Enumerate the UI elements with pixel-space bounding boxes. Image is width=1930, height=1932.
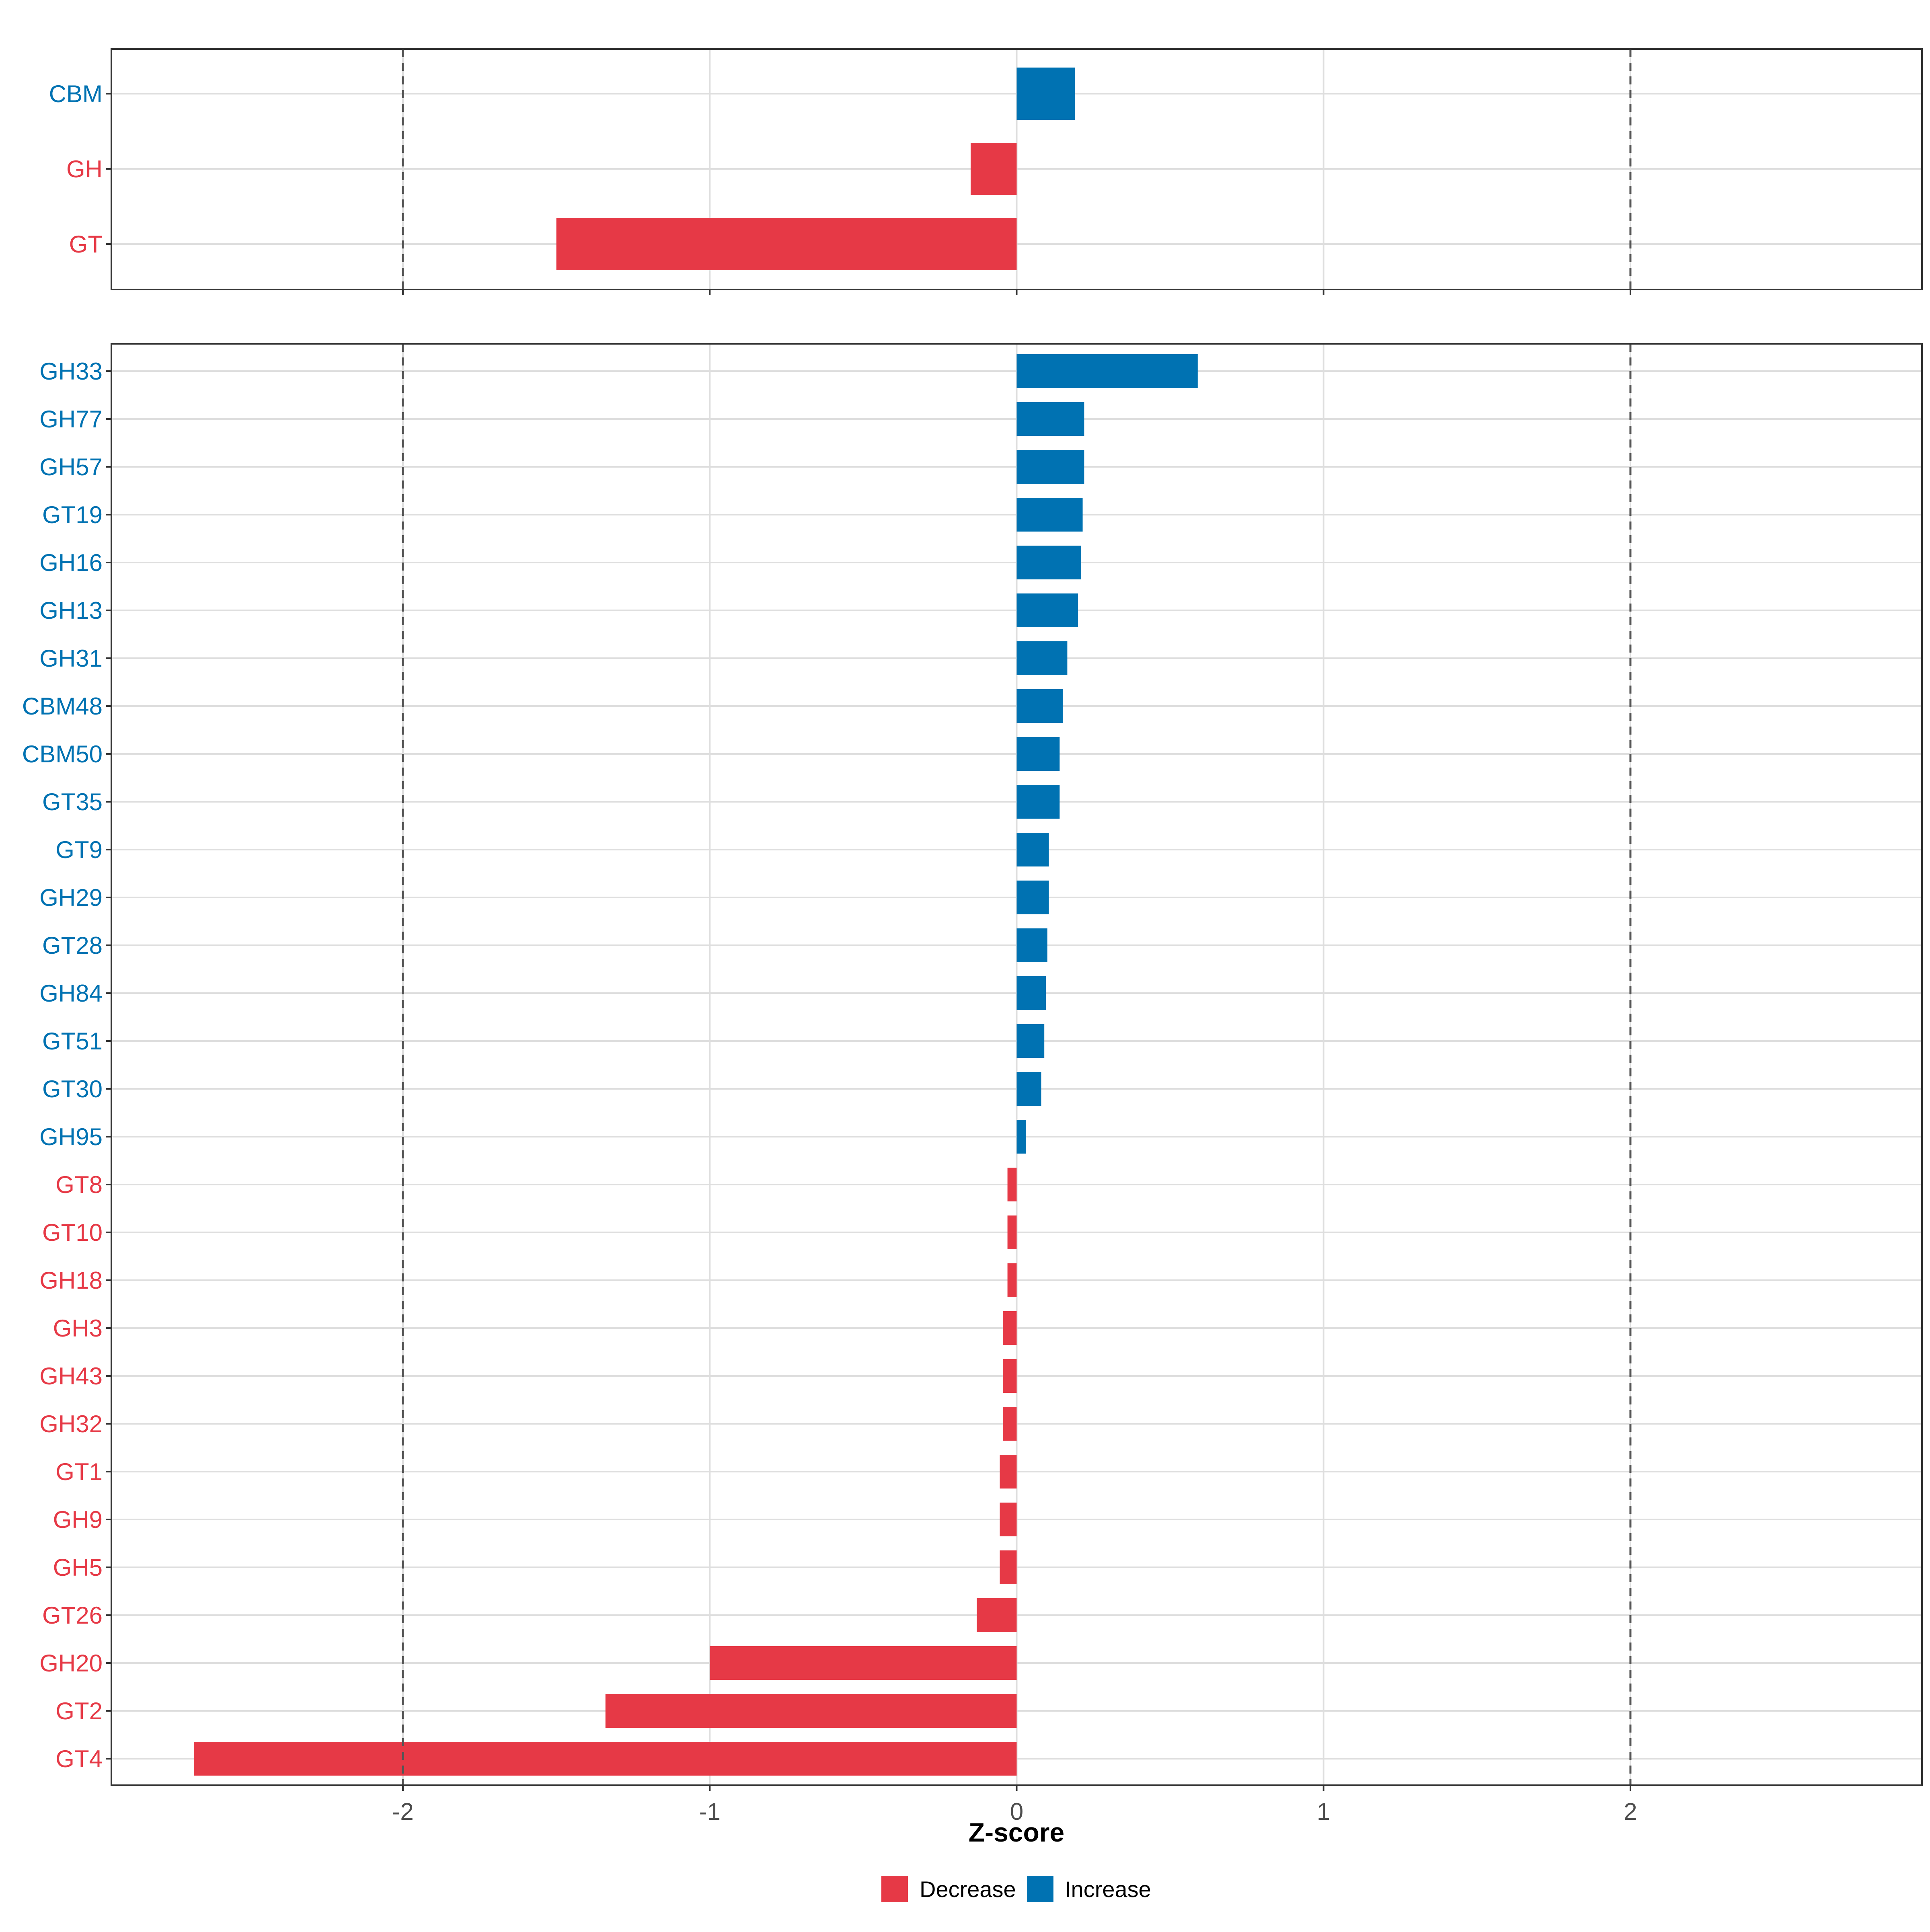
x-tick-label: -1: [699, 1798, 721, 1825]
category-label-gh31: GH31: [39, 645, 103, 672]
category-label-gt51: GT51: [42, 1028, 103, 1055]
category-label-gt9: GT9: [55, 836, 103, 863]
bar-gh33: [1016, 354, 1198, 388]
category-label-gt1: GT1: [55, 1458, 103, 1485]
bar-gh3: [1003, 1311, 1017, 1345]
legend: Decrease Increase: [881, 1876, 1151, 1902]
category-label-gh18: GH18: [39, 1267, 103, 1294]
category-label-gt26: GT26: [42, 1602, 103, 1629]
category-label-gt30: GT30: [42, 1076, 103, 1103]
x-tick-label: 1: [1317, 1798, 1330, 1825]
bar-gh20: [710, 1646, 1017, 1680]
x-tick-label: 0: [1010, 1798, 1023, 1825]
category-label-gt8: GT8: [55, 1171, 103, 1198]
bar-gt51: [1016, 1024, 1045, 1058]
category-label-gt10: GT10: [42, 1219, 103, 1246]
bar-gh95: [1016, 1120, 1026, 1154]
category-label-cbm50: CBM50: [22, 741, 103, 768]
bar-gh29: [1016, 881, 1049, 914]
bar-gh77: [1016, 402, 1084, 436]
bar-gh5: [1000, 1550, 1017, 1584]
bar-gh: [971, 143, 1017, 195]
bar-gt10: [1007, 1215, 1017, 1249]
category-label-gh33: GH33: [39, 358, 103, 385]
category-label-gh29: GH29: [39, 884, 103, 911]
panel-families: GH33 GH77 GH57 GT19 GH16 GH13 GH31 CBM48 CBM50 GT…: [22, 343, 1923, 1791]
bar-gh57: [1016, 450, 1084, 484]
bar-gt28: [1016, 928, 1047, 962]
x-tick-label: 2: [1624, 1798, 1637, 1825]
category-label-gh9: GH9: [53, 1506, 103, 1533]
bar-gt2: [605, 1694, 1017, 1728]
category-label-gh5: GH5: [53, 1554, 103, 1581]
category-label-gh32: GH32: [39, 1411, 103, 1437]
bar-gt1: [1000, 1455, 1017, 1489]
category-label-gt: GT: [69, 231, 103, 258]
bar-gh84: [1016, 976, 1046, 1010]
legend-key-decrease: [881, 1876, 908, 1902]
legend-label-decrease: Decrease: [920, 1877, 1016, 1902]
category-label-gh3: GH3: [53, 1315, 103, 1342]
bar-gh31: [1016, 641, 1068, 675]
x-tick-label: -2: [392, 1798, 413, 1825]
bar-gh13: [1016, 593, 1078, 627]
bar-gt4: [194, 1742, 1017, 1776]
legend-key-increase: [1027, 1876, 1053, 1902]
x-axis-title: Z-score: [969, 1817, 1064, 1847]
bar-gh32: [1003, 1407, 1017, 1441]
bar-gt30: [1016, 1072, 1041, 1106]
category-label-gt4: GT4: [55, 1745, 103, 1772]
bar-gt8: [1007, 1168, 1017, 1201]
category-label-gt2: GT2: [55, 1698, 103, 1725]
bar-cbm50: [1016, 737, 1060, 771]
bar-gh43: [1003, 1359, 1017, 1393]
bar-gt: [556, 218, 1017, 270]
category-label-gh16: GH16: [39, 549, 103, 576]
x-axis: -2 -1 0 1 2: [392, 1798, 1637, 1825]
legend-label-increase: Increase: [1065, 1877, 1151, 1902]
category-label-gh: GH: [66, 156, 103, 183]
category-label-gh77: GH77: [39, 406, 103, 433]
category-label-gh20: GH20: [39, 1650, 103, 1677]
bar-gh16: [1016, 546, 1081, 579]
bar-cbm: [1016, 68, 1075, 120]
category-label-gh57: GH57: [39, 454, 103, 480]
category-label-gt35: GT35: [42, 788, 103, 815]
bar-gt19: [1016, 498, 1083, 532]
bar-cbm48: [1016, 689, 1063, 723]
category-label-gt28: GT28: [42, 932, 103, 959]
bar-gt9: [1016, 833, 1049, 866]
category-label-gt19: GT19: [42, 501, 103, 528]
category-label-cbm: CBM: [49, 80, 103, 107]
bar-gh18: [1007, 1263, 1017, 1297]
category-label-gh13: GH13: [39, 597, 103, 624]
category-label-gh43: GH43: [39, 1363, 103, 1390]
bar-gh9: [1000, 1503, 1017, 1536]
category-label-cbm48: CBM48: [22, 693, 103, 720]
bar-gt26: [977, 1598, 1017, 1632]
panel-classes: CBM GH GT: [49, 48, 1923, 295]
category-label-gh95: GH95: [39, 1123, 103, 1150]
bar-gt35: [1016, 785, 1060, 819]
category-label-gh84: GH84: [39, 980, 103, 1007]
